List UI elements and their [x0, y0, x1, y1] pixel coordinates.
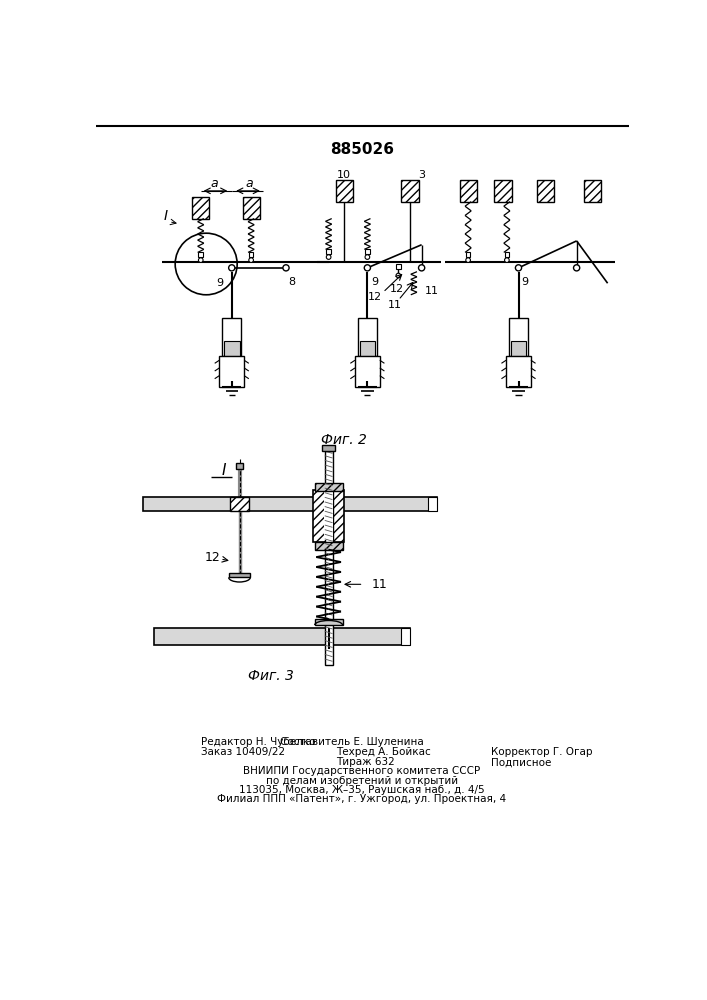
Bar	[506, 356, 531, 387]
Bar	[510, 341, 526, 356]
Text: Фиг. 3: Фиг. 3	[247, 669, 293, 683]
Bar	[336, 180, 353, 202]
Text: Корректор Г. Огар: Корректор Г. Огар	[491, 747, 593, 757]
Bar	[324, 491, 333, 540]
Text: Филиал ППП «Патент», г. Ужгород, ул. Проектная, 4: Филиал ППП «Патент», г. Ужгород, ул. Про…	[217, 794, 506, 804]
Text: Заказ 10409/22: Заказ 10409/22	[201, 747, 285, 757]
Bar	[327, 249, 331, 254]
Text: 12: 12	[390, 284, 404, 294]
Text: 11: 11	[371, 578, 387, 591]
Text: 9: 9	[216, 278, 223, 288]
Bar	[249, 252, 253, 257]
Text: Техред А. Бойкас: Техред А. Бойкас	[337, 747, 431, 757]
Circle shape	[515, 265, 522, 271]
Text: 885026: 885026	[330, 142, 394, 157]
Bar	[224, 341, 240, 356]
Bar	[199, 252, 203, 257]
Text: 11: 11	[387, 300, 402, 310]
Bar	[154, 628, 410, 645]
Text: 113035, Москва, Ж–35, Раушская наб., д. 4/5: 113035, Москва, Ж–35, Раушская наб., д. …	[239, 785, 485, 795]
Circle shape	[505, 258, 509, 262]
Text: 9: 9	[372, 277, 379, 287]
Bar	[228, 573, 250, 577]
Bar	[360, 341, 375, 356]
Bar	[460, 180, 477, 202]
Bar	[402, 180, 419, 202]
Bar	[505, 252, 509, 257]
Bar	[428, 497, 437, 511]
Bar	[365, 249, 370, 254]
Bar	[322, 445, 335, 451]
Circle shape	[573, 265, 580, 271]
Text: 10: 10	[337, 170, 351, 180]
Bar	[223, 318, 241, 356]
Text: 12: 12	[204, 551, 221, 564]
Bar	[143, 497, 437, 511]
Text: 9: 9	[521, 277, 528, 287]
Text: 8: 8	[288, 277, 295, 287]
Circle shape	[419, 265, 425, 271]
Bar	[509, 318, 528, 356]
Bar	[358, 318, 377, 356]
Circle shape	[365, 255, 370, 259]
Bar	[192, 197, 209, 219]
Circle shape	[249, 258, 253, 262]
Circle shape	[396, 273, 401, 278]
Text: 3: 3	[418, 170, 425, 180]
Bar	[315, 542, 343, 550]
Circle shape	[283, 265, 289, 271]
Circle shape	[364, 265, 370, 271]
Circle shape	[228, 265, 235, 271]
Text: Подписное: Подписное	[491, 757, 551, 767]
Bar	[537, 180, 554, 202]
Text: Составитель Е. Шуленина: Составитель Е. Шуленина	[280, 737, 423, 747]
Bar	[230, 497, 249, 511]
Bar	[315, 483, 343, 491]
Text: I: I	[222, 463, 226, 478]
Text: 12: 12	[368, 292, 382, 302]
Text: Фиг. 2: Фиг. 2	[321, 433, 367, 447]
Bar	[583, 180, 601, 202]
Bar	[494, 180, 512, 202]
Bar	[396, 264, 401, 269]
Bar	[315, 619, 343, 625]
Bar	[355, 356, 380, 387]
Text: a: a	[210, 177, 218, 190]
Bar	[325, 451, 332, 665]
Bar	[466, 252, 470, 257]
Text: 11: 11	[425, 286, 439, 296]
Circle shape	[199, 258, 203, 262]
Bar	[401, 628, 410, 645]
Text: по делам изобретений и открытий: по делам изобретений и открытий	[266, 776, 458, 786]
Text: Тираж 632: Тираж 632	[337, 757, 395, 767]
Bar	[219, 356, 244, 387]
Bar	[316, 496, 341, 513]
Circle shape	[466, 258, 470, 262]
Text: I: I	[164, 209, 168, 223]
Bar	[313, 490, 344, 542]
Text: ВНИИПИ Государственного комитета СССР: ВНИИПИ Государственного комитета СССР	[243, 766, 481, 776]
Bar	[235, 463, 243, 469]
Circle shape	[327, 255, 331, 259]
Text: a: a	[245, 177, 252, 190]
Bar	[243, 197, 259, 219]
Text: Редактор Н. Чубелко: Редактор Н. Чубелко	[201, 737, 315, 747]
